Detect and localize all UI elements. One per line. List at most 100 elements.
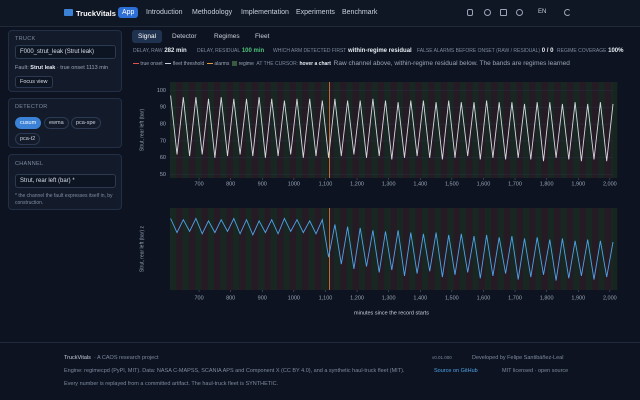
regime-band	[289, 82, 296, 178]
y-tick-label: 50	[160, 172, 166, 178]
x-tick-label: 1,800	[540, 295, 554, 301]
regime-band	[182, 208, 189, 290]
legend-item: true onset	[140, 61, 163, 67]
regime-band	[390, 82, 397, 178]
regime-band	[554, 208, 561, 290]
regime-band	[434, 208, 441, 290]
brand[interactable]: TruckVitals	[76, 9, 116, 18]
lang[interactable]: EN	[538, 9, 547, 15]
regime-band	[396, 208, 404, 290]
tab[interactable]: Regimes	[214, 33, 240, 40]
regime-band	[503, 82, 511, 178]
icon[interactable]	[484, 9, 491, 16]
nav-item[interactable]: Benchmark	[342, 9, 378, 16]
regime-band	[251, 82, 259, 178]
x-tick-label: 1,500	[445, 181, 459, 187]
regime-band	[384, 208, 391, 290]
regime-band	[409, 208, 416, 290]
regime-band	[195, 208, 202, 290]
nav-item[interactable]: Experiments	[296, 9, 335, 16]
footer-project: · A CAOS research project	[93, 355, 159, 361]
x-tick-label: 1,300	[382, 295, 396, 301]
detector-option[interactable]: pca-t2	[15, 133, 41, 145]
regime-band	[207, 82, 215, 178]
regime-band	[226, 208, 233, 290]
legend: true onset fleet threshold alarms regime…	[133, 60, 570, 67]
tab[interactable]: Fleet	[255, 33, 270, 40]
detector-option[interactable]: ewma	[44, 117, 69, 129]
stat: WHICH ARM DETECTED FIRST within-regime r…	[273, 48, 412, 54]
stat-label: DELAY, RESIDUAL	[197, 48, 241, 54]
regime-band	[535, 208, 542, 290]
regime-band	[459, 82, 467, 178]
fault-name: Strut leak	[30, 65, 56, 71]
nav-item[interactable]: Methodology	[192, 9, 233, 16]
regime-band	[220, 208, 227, 290]
x-tick-label: 1,300	[382, 181, 396, 187]
regime-band	[566, 82, 574, 178]
regime-band	[277, 82, 284, 178]
regime-band	[302, 208, 309, 290]
regime-band	[497, 208, 504, 290]
regime-band	[447, 208, 454, 290]
x-tick-label: 1,100	[319, 295, 333, 301]
regime-band	[226, 82, 233, 178]
nav-item[interactable]: Introduction	[146, 9, 183, 16]
regime-band	[308, 208, 315, 290]
regime-band	[611, 82, 618, 178]
regime-band	[422, 208, 429, 290]
regime-band	[296, 82, 303, 178]
stat-label: REGIME COVERAGE	[557, 48, 607, 54]
regime-band	[302, 82, 309, 178]
nav-item[interactable]: Implementation	[241, 9, 289, 16]
regime-band	[314, 208, 322, 290]
regime-band	[264, 208, 271, 290]
regime-band	[503, 208, 511, 290]
regime-band	[214, 208, 221, 290]
truck-select[interactable]: F000_strut_leak (Strut leak)	[15, 45, 116, 59]
fault-info: Fault: Strut leak · true onset 1113 min	[15, 65, 108, 71]
stat: DELAY, RAW 282 min	[133, 48, 187, 54]
onset: · true onset 1113 min	[56, 65, 109, 71]
icon[interactable]	[500, 9, 507, 16]
regime-band	[283, 82, 290, 178]
y-tick-label: 80	[160, 122, 166, 128]
x-tick-label: 1,400	[413, 181, 427, 187]
x-tick-label: 700	[194, 181, 203, 187]
regime-band	[466, 82, 473, 178]
regime-band	[522, 82, 530, 178]
series-line	[170, 217, 614, 281]
x-tick-label: 1,900	[571, 181, 585, 187]
footer-engine: Engine: regimecpd (PyPI, MIT). Data: NAS…	[64, 368, 405, 374]
charts: 50 60 70 80 90 100 700 800 900 1000 1,100 1,200 1,30…	[139, 82, 618, 316]
detector-option[interactable]: cusum	[15, 117, 42, 129]
tab[interactable]: Signal	[132, 30, 163, 43]
regime-band	[453, 82, 460, 178]
regime-band	[491, 208, 498, 290]
regime-band	[220, 82, 227, 178]
regime-band	[321, 82, 328, 178]
x-tick-label: 1,700	[508, 295, 522, 301]
regime-band	[497, 82, 504, 178]
theme-toggle[interactable]	[564, 9, 571, 16]
regime-band	[207, 208, 215, 290]
regime-band	[170, 208, 177, 290]
nav-item[interactable]: App	[118, 7, 139, 18]
stat-label: WHICH ARM DETECTED FIRST	[273, 48, 347, 54]
series-line	[170, 95, 614, 162]
regime-band	[485, 82, 492, 178]
icon[interactable]	[467, 9, 473, 16]
tab[interactable]: Detector	[172, 33, 197, 40]
x-tick-label: 1,200	[350, 181, 364, 187]
regime-band	[535, 82, 542, 178]
regime-band	[283, 208, 290, 290]
x-tick-label: 1000	[288, 295, 300, 301]
regime-band	[478, 208, 485, 290]
detector-option[interactable]: pca-spe	[71, 117, 101, 129]
focus-button[interactable]: Focus view	[15, 76, 53, 88]
regime-band	[592, 208, 599, 290]
source-link[interactable]: Source on GitHub	[434, 368, 478, 374]
channel-select[interactable]: Strut, rear left (bar) *	[15, 174, 116, 188]
regime-band	[377, 82, 385, 178]
icon[interactable]	[516, 9, 523, 16]
